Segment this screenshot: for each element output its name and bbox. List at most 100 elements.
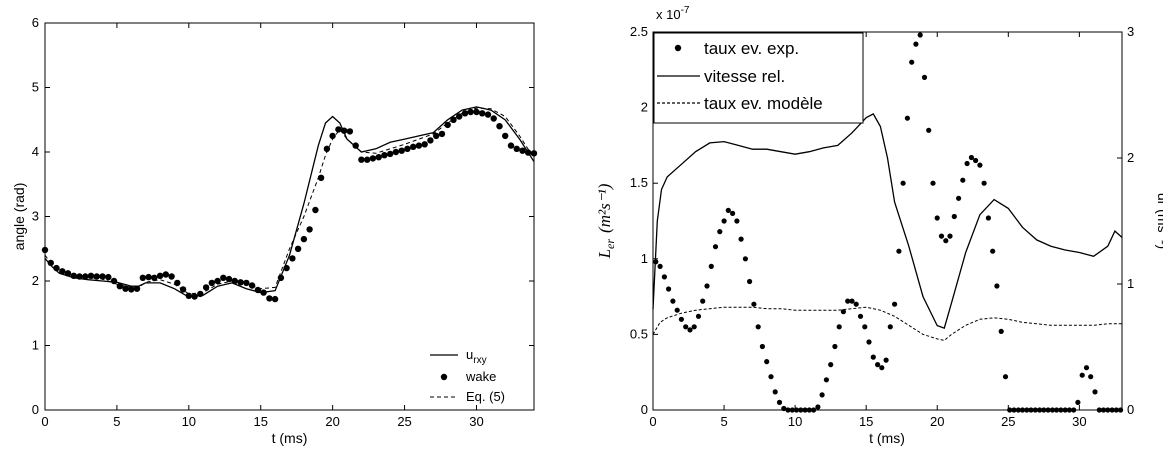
wake-point [283, 264, 290, 272]
left-y-tick-label: 4 [32, 144, 39, 159]
right-left-y-tick-label: 0 [641, 402, 648, 417]
taux-exp-point [934, 215, 940, 221]
wake-point [375, 154, 382, 161]
taux-exp-point [708, 263, 714, 269]
taux-exp-point [998, 328, 1004, 334]
legend-label-vitesse: vitesse rel. [704, 67, 785, 86]
taux-exp-point [806, 407, 812, 413]
taux-exp-point [1062, 407, 1068, 413]
wake-point [346, 128, 354, 135]
taux-exp-point [870, 354, 876, 360]
taux-exp-point [661, 274, 668, 280]
wake-point [145, 273, 152, 281]
left-series [41, 106, 538, 303]
taux-exp-point [1019, 407, 1026, 413]
taux-exp-point [712, 244, 719, 250]
wake-point [444, 121, 451, 129]
taux-exp-point [1083, 365, 1090, 371]
taux-exp-point [968, 154, 975, 161]
wake-point [369, 155, 377, 162]
taux-exp-point [789, 407, 795, 413]
taux-exp-point [1024, 407, 1030, 413]
taux-exp-point [798, 407, 804, 413]
taux-exp-point [1028, 407, 1034, 413]
taux-exp-point [977, 162, 983, 168]
wake-point [237, 279, 244, 286]
taux-exp-point [1096, 407, 1102, 413]
wake-point [456, 113, 463, 120]
left-legend: urxy wake Eq. (5) [430, 347, 505, 404]
taux-exp-point [823, 377, 830, 383]
right-x-tick-label: 30 [1072, 414, 1086, 429]
wake-point [202, 284, 210, 291]
taux-exp-point [1105, 407, 1111, 413]
legend-swatch-exp [674, 44, 682, 52]
taux-exp-point [943, 238, 949, 244]
taux-exp-point [700, 298, 706, 304]
right-x-tick-label: 5 [720, 414, 727, 429]
taux-exp-point [866, 339, 872, 345]
right-plot-frame [652, 31, 1123, 411]
taux-exp-point [764, 359, 770, 365]
taux-exp-point [683, 324, 689, 330]
wake-point [64, 270, 72, 277]
left-x-tick-label: 15 [254, 414, 268, 429]
right-x-tick-label: 0 [649, 414, 656, 429]
taux-exp-point [1045, 407, 1051, 413]
wake-point [306, 226, 313, 233]
right-x-tick-label: 15 [859, 414, 873, 429]
wake-point [70, 272, 78, 279]
wake-point [323, 145, 331, 152]
taux-exp-point [904, 115, 911, 121]
right-x-tick-label: 20 [930, 414, 944, 429]
taux-exp-point [973, 157, 979, 164]
taux-exp-point [1058, 407, 1064, 413]
wake-point [317, 174, 325, 181]
wake-point [220, 274, 227, 281]
taux-exp-point [1054, 407, 1060, 413]
taux-exp-point [840, 309, 847, 315]
wake-point [473, 108, 480, 116]
taux-exp-point [1079, 372, 1085, 378]
right-right-y-tick-label: 0 [1127, 402, 1134, 417]
taux-exp-point [930, 180, 936, 186]
wake-point [507, 142, 515, 149]
right-scale-note: x 10-7 [656, 5, 690, 22]
legend-label-modele: taux ev. modèle [704, 94, 823, 113]
taux-exp-point [725, 207, 731, 213]
taux-exp-point [849, 298, 855, 304]
wake-point [116, 283, 124, 290]
urxy-line [44, 106, 535, 298]
taux-exp-point [832, 343, 838, 350]
taux-exp-point [1007, 407, 1013, 413]
left-x-tick-label: 20 [325, 414, 339, 429]
right-left-y-tick-label: 1.5 [630, 175, 648, 190]
wake-point [254, 286, 262, 294]
wake-point [271, 295, 279, 303]
taux-exp-point [1113, 407, 1119, 413]
wake-point [41, 246, 49, 254]
left-x-tick-label: 0 [41, 414, 48, 429]
taux-exp-point [802, 407, 808, 413]
right-right-y-axis-label: ur (ms⁻¹) [1155, 193, 1163, 249]
left-x-axis-label: t (ms) [272, 430, 308, 446]
taux-exp-point [1109, 407, 1115, 413]
taux-exp-point [853, 301, 859, 307]
wake-point [530, 150, 538, 157]
left-y-tick-label: 6 [32, 15, 39, 30]
wake-point [168, 273, 175, 280]
taux-exp-point [909, 59, 915, 65]
taux-exp-point [717, 229, 723, 235]
taux-exp-point [938, 233, 945, 239]
wake-point [162, 271, 169, 278]
taux-exp-point [828, 362, 834, 368]
taux-exp-point [990, 248, 996, 254]
taux-exp-point [1075, 399, 1081, 405]
wake-point [312, 206, 319, 214]
taux-exp-point [687, 327, 693, 333]
wake-point [433, 132, 440, 140]
wake-point [421, 141, 428, 148]
wake-point [128, 286, 135, 293]
taux-exp-point [742, 256, 749, 262]
taux-exp-point [793, 407, 800, 413]
